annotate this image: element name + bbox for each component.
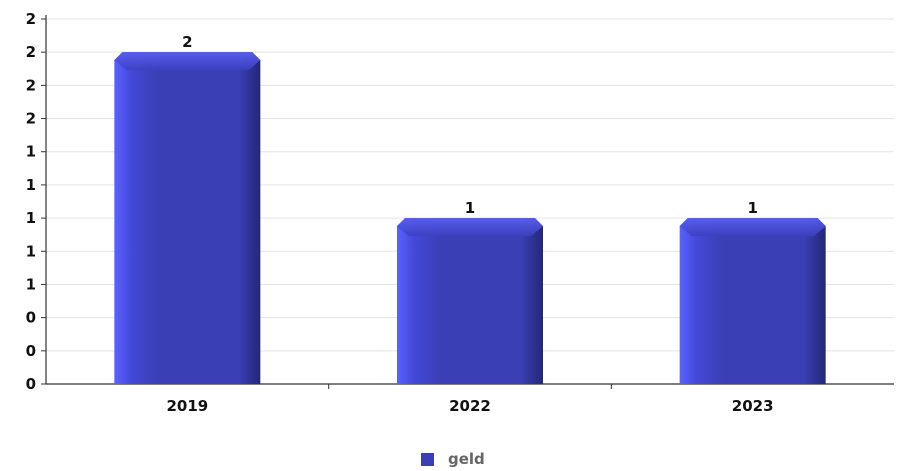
bar-cap-2023 [679, 218, 826, 237]
x-tick-label: 2023 [732, 397, 774, 415]
y-tick-label: 2 [26, 110, 36, 128]
y-tick-label: 1 [26, 242, 36, 260]
y-tick-label: 1 [26, 176, 36, 194]
bar-cap-2019 [114, 52, 261, 71]
data-label: 1 [465, 199, 475, 217]
legend-label-geld: geld [448, 450, 485, 468]
y-tick-label: 0 [26, 342, 36, 360]
x-tick-label: 2022 [449, 397, 491, 415]
y-tick-label: 0 [26, 309, 36, 327]
bars [114, 52, 826, 384]
bar-2023 [679, 218, 826, 384]
x-tick-label: 2019 [166, 397, 208, 415]
y-tick-label: 1 [26, 275, 36, 293]
y-tick-label: 2 [26, 10, 36, 28]
y-tick-label: 0 [26, 375, 36, 393]
data-label: 2 [182, 33, 192, 51]
bar-2022 [397, 218, 543, 384]
data-label: 1 [747, 199, 757, 217]
y-tick-label: 2 [26, 76, 36, 94]
legend: geld [421, 449, 485, 469]
legend-swatch [421, 452, 434, 466]
bar-2019 [114, 52, 261, 384]
labels: 0 0 0 1 1 1 1 1 2 2 2 2 2 2019 1 2022 1 2023 [26, 10, 774, 415]
y-tick-label: 1 [26, 143, 36, 161]
y-tick-label: 2 [26, 43, 36, 61]
bar-cap-2022 [397, 218, 543, 237]
y-tick-label: 1 [26, 209, 36, 227]
